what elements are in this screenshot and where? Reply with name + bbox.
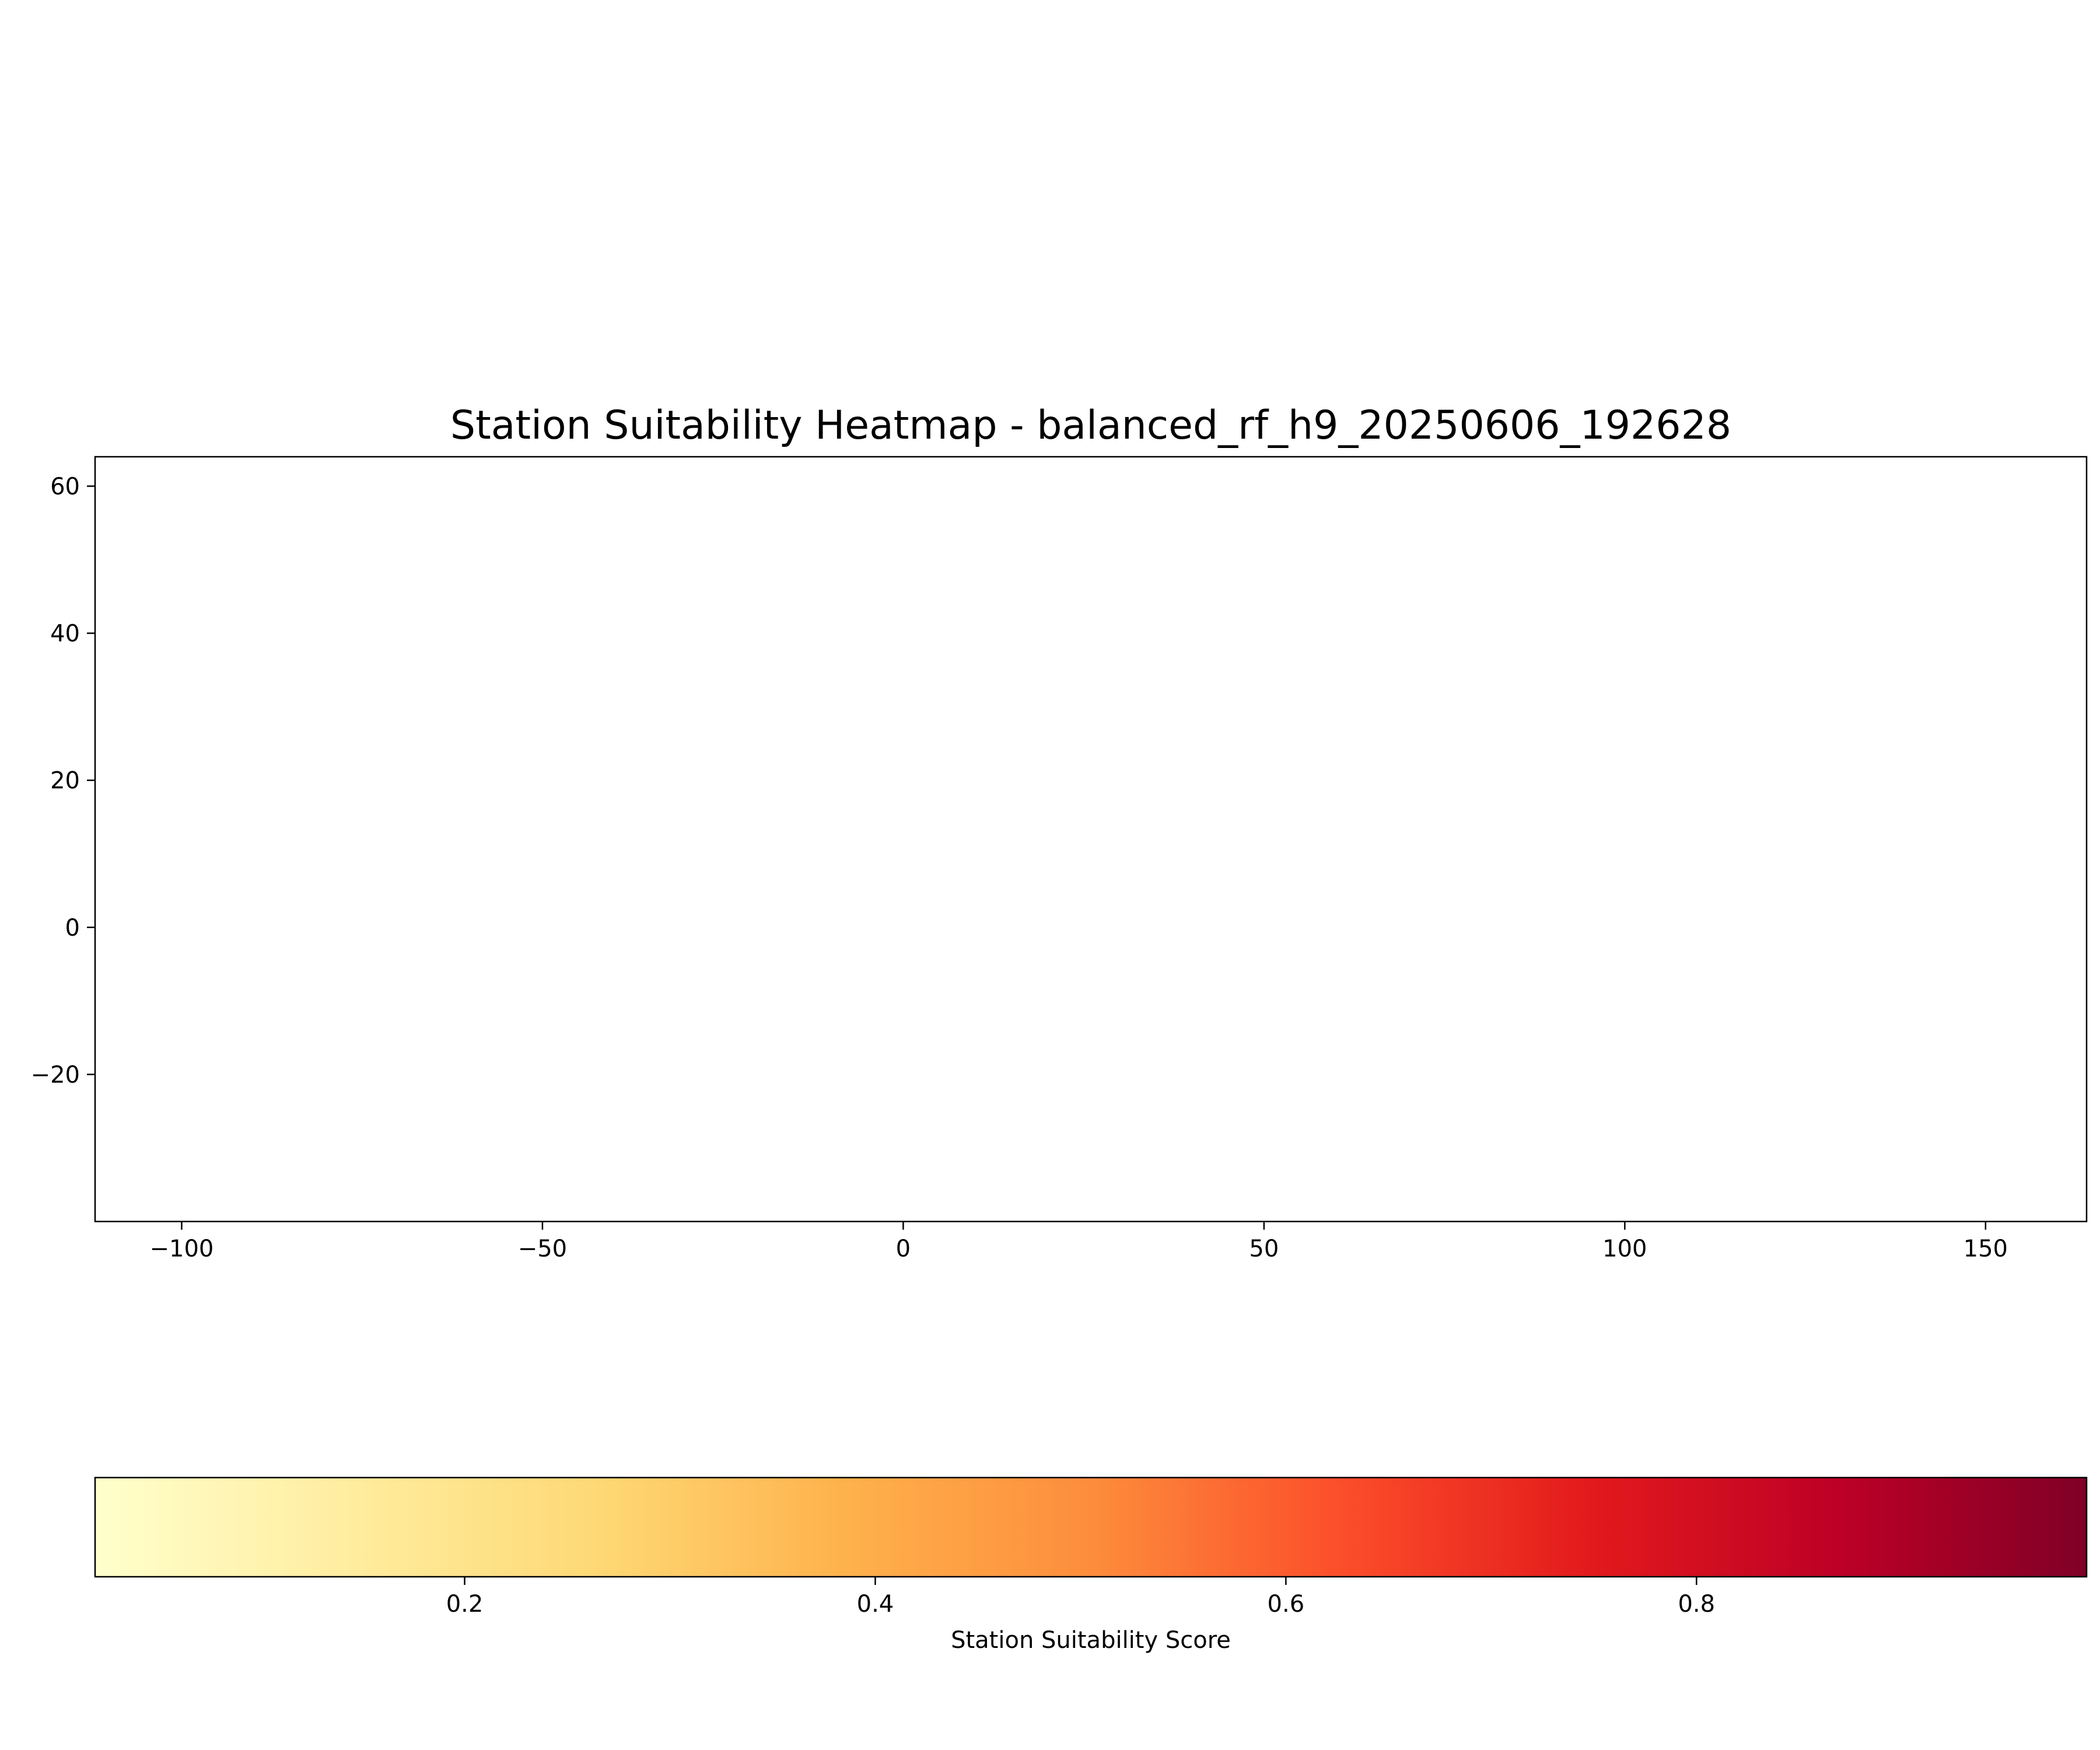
x-tick-label: −100 (149, 1236, 214, 1262)
colorbar-ticks: 0.2 0.4 0.6 0.8 (446, 1577, 1715, 1618)
y-tick-label: −20 (31, 1062, 80, 1088)
y-tick-label: 0 (65, 915, 80, 942)
x-tick-label: 0 (896, 1236, 911, 1262)
x-tick-label: 100 (1602, 1236, 1647, 1262)
chart-title: Station Suitability Heatmap - balanced_r… (450, 402, 1731, 449)
y-tick-label: 40 (50, 621, 80, 648)
x-tick-label: −50 (518, 1236, 567, 1262)
colorbar: 0.2 0.4 0.6 0.8 Station Suitability Score (94, 1476, 2088, 1654)
plot-area: −100 −50 0 50 100 150 −20 0 20 40 60 (31, 456, 2088, 1262)
colorbar-tick-label: 0.4 (857, 1591, 894, 1618)
plot-frame (94, 456, 2088, 1223)
colorbar-tick-label: 0.2 (446, 1591, 484, 1618)
colorbar-tick-label: 0.6 (1268, 1591, 1305, 1618)
colorbar-label: Station Suitability Score (951, 1627, 1231, 1654)
x-axis: −100 −50 0 50 100 150 (149, 1222, 2008, 1262)
x-tick-label: 150 (1964, 1236, 2008, 1262)
x-tick-label: 50 (1249, 1236, 1279, 1262)
colorbar-gradient (94, 1476, 2088, 1578)
y-axis: −20 0 20 40 60 (31, 473, 95, 1088)
colorbar-tick-label: 0.8 (1678, 1591, 1715, 1618)
y-tick-label: 60 (50, 473, 80, 500)
y-tick-label: 20 (50, 768, 80, 794)
